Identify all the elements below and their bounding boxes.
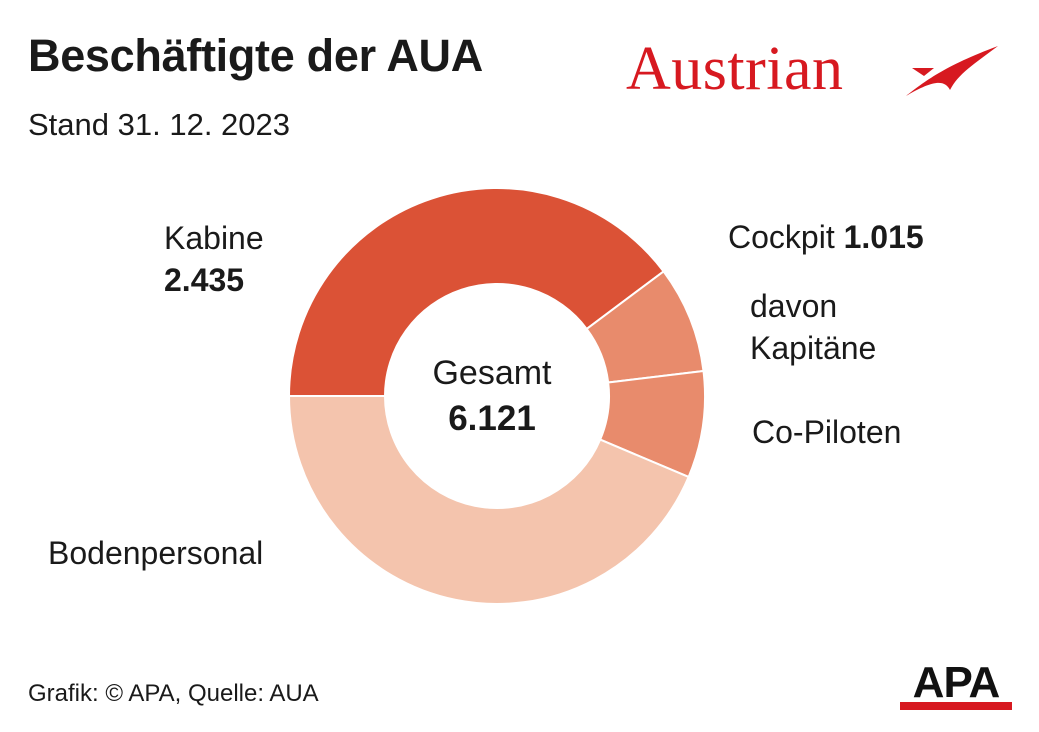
label-cockpit: Cockpit 1.015 bbox=[728, 216, 924, 258]
label-kabine-name: Kabine bbox=[164, 220, 264, 256]
slice-bodenpersonal bbox=[287, 395, 690, 605]
label-copiloten: Co-Piloten bbox=[752, 414, 902, 450]
austrian-logo-text: Austrian bbox=[626, 35, 844, 103]
apa-logo-bar bbox=[900, 702, 1012, 710]
label-kapitaene-line2: Kapitäne bbox=[750, 330, 877, 366]
label-kabine-value: 2.435 bbox=[164, 262, 245, 298]
label-cockpit-name: Cockpit bbox=[728, 219, 835, 255]
label-kapitaene-line1: davon bbox=[750, 288, 838, 324]
label-bodenpersonal: Bodenpersonal bbox=[48, 535, 264, 571]
chart-title: Beschäftigte der AUA bbox=[28, 30, 483, 81]
chart-subtitle: Stand 31. 12. 2023 bbox=[28, 107, 291, 142]
apa-logo-text: APA bbox=[912, 658, 1001, 707]
label-kapitaene: davon Kapitäne bbox=[750, 285, 876, 369]
label-kabine: Kabine 2.435 bbox=[164, 217, 264, 301]
source-footer: Grafik: © APA, Quelle: AUA bbox=[28, 680, 319, 707]
austrian-logo: Austrian bbox=[626, 34, 1006, 104]
center-value: 6.121 bbox=[448, 399, 536, 438]
apa-logo: APA bbox=[900, 658, 1012, 714]
donut-center-total: Gesamt 6.121 bbox=[397, 350, 587, 442]
label-cockpit-value: 1.015 bbox=[843, 219, 924, 255]
slice-kabine bbox=[287, 187, 665, 397]
center-label: Gesamt bbox=[432, 354, 552, 392]
austrian-arrow-icon bbox=[906, 46, 998, 96]
